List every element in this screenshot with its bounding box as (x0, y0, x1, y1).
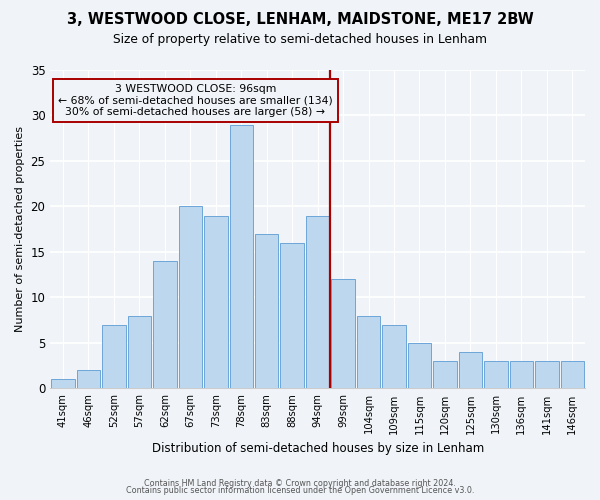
Bar (102, 324, 125, 388)
Bar (331, 280, 355, 388)
Bar (535, 361, 559, 388)
Y-axis label: Number of semi-detached properties: Number of semi-detached properties (15, 126, 25, 332)
Bar (382, 324, 406, 388)
Bar (52, 380, 75, 388)
Bar (230, 124, 253, 388)
Bar (153, 261, 176, 388)
Bar (128, 316, 151, 388)
Text: Contains public sector information licensed under the Open Government Licence v3: Contains public sector information licen… (126, 486, 474, 495)
Bar (306, 216, 329, 388)
Bar (204, 216, 227, 388)
X-axis label: Distribution of semi-detached houses by size in Lenham: Distribution of semi-detached houses by … (152, 442, 484, 455)
Bar (357, 316, 380, 388)
Bar (280, 243, 304, 388)
Bar (179, 206, 202, 388)
Text: Size of property relative to semi-detached houses in Lenham: Size of property relative to semi-detach… (113, 32, 487, 46)
Bar (459, 352, 482, 389)
Text: 3, WESTWOOD CLOSE, LENHAM, MAIDSTONE, ME17 2BW: 3, WESTWOOD CLOSE, LENHAM, MAIDSTONE, ME… (67, 12, 533, 28)
Text: Contains HM Land Registry data © Crown copyright and database right 2024.: Contains HM Land Registry data © Crown c… (144, 478, 456, 488)
Bar (509, 361, 533, 388)
Bar (433, 361, 457, 388)
Bar (77, 370, 100, 388)
Text: 3 WESTWOOD CLOSE: 96sqm
← 68% of semi-detached houses are smaller (134)
30% of s: 3 WESTWOOD CLOSE: 96sqm ← 68% of semi-de… (58, 84, 333, 117)
Bar (408, 343, 431, 388)
Bar (255, 234, 278, 388)
Bar (484, 361, 508, 388)
Bar (560, 361, 584, 388)
